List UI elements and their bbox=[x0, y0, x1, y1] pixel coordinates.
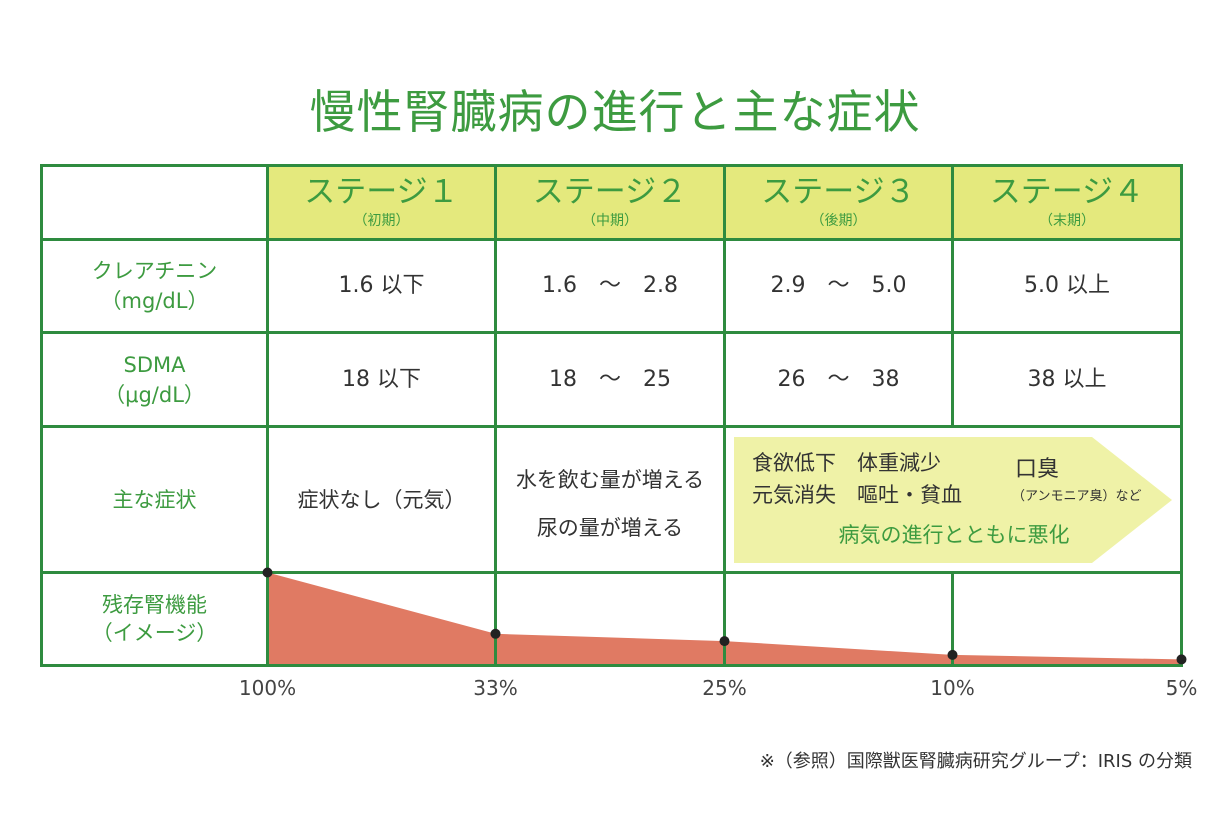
creatinine-stage-4: 5.0 以上 bbox=[954, 241, 1180, 331]
symptom-note: （アンモニア臭）など bbox=[1012, 489, 1142, 504]
creatinine-stage-1: 1.6 以下 bbox=[269, 241, 494, 331]
row-label-remaining-function: 残存腎機能 （イメージ） bbox=[43, 574, 266, 664]
cell-value: 1.6 以下 bbox=[338, 273, 425, 298]
cell-value: 38 以上 bbox=[1027, 366, 1107, 392]
header-corner-cell bbox=[43, 167, 266, 238]
cell-value: 1.6 ～ 2.8 bbox=[542, 273, 678, 298]
row-label-text: SDMA bbox=[123, 352, 186, 377]
row-label-symptoms: 主な症状 bbox=[43, 428, 266, 571]
creatinine-stage-3: 2.9 ～ 5.0 bbox=[726, 241, 951, 331]
sdma-stage-2: 18 ～ 25 bbox=[497, 334, 723, 425]
x-tick-label: 10% bbox=[930, 676, 975, 700]
cell-value: 26 ～ 38 bbox=[777, 366, 900, 392]
symptom-text: 症状なし（元気） bbox=[297, 487, 466, 512]
sdma-stage-4: 38 以上 bbox=[954, 334, 1180, 425]
footnote: ※（参照）国際獣医腎臓病研究グループ：IRIS の分類 bbox=[759, 751, 1192, 772]
row-label-unit: （μg/dL） bbox=[104, 382, 205, 407]
row-label-text: クレアチニン bbox=[91, 259, 218, 283]
stage-period: （中期） bbox=[582, 213, 638, 229]
creatinine-stage-2: 1.6 ～ 2.8 bbox=[497, 241, 723, 331]
symptoms-stage-1: 症状なし（元気） bbox=[269, 428, 494, 571]
stage-1-header: ステージ１ （初期） bbox=[269, 167, 494, 238]
symptom-text: 元気消失 嘔吐・貧血 bbox=[752, 483, 962, 507]
symptom-text: 食欲低下 体重減少 bbox=[752, 451, 941, 475]
cell-value: 18 ～ 25 bbox=[549, 366, 671, 392]
ckd-stage-table: ステージ１ （初期） ステージ２ （中期） ステージ３ （後期） ステージ４ （… bbox=[40, 164, 1183, 667]
row-label-creatinine: クレアチニン （mg/dL） bbox=[43, 241, 266, 331]
cell-value: 18 以下 bbox=[342, 366, 421, 392]
stage-name: ステージ３ bbox=[761, 174, 916, 210]
sdma-stage-1: 18 以下 bbox=[269, 334, 494, 425]
symptom-text: 尿の量が増える bbox=[536, 515, 684, 540]
symptom-text: 口臭 bbox=[1015, 457, 1060, 482]
cell-value: 2.9 ～ 5.0 bbox=[770, 273, 907, 298]
row-label-note: （イメージ） bbox=[91, 621, 218, 645]
cell-value: 5.0 以上 bbox=[1024, 273, 1110, 298]
stage-period: （後期） bbox=[810, 213, 867, 229]
x-tick-label: 100% bbox=[238, 676, 297, 700]
row-label-text: 残存腎機能 bbox=[102, 593, 207, 617]
stage-name: ステージ４ bbox=[989, 174, 1145, 210]
symptoms-stage-2: 水を飲む量が増える 尿の量が増える bbox=[497, 428, 723, 571]
stage-period: （初期） bbox=[353, 213, 410, 229]
row-label-text: 主な症状 bbox=[112, 487, 197, 512]
row-label-unit: （mg/dL） bbox=[100, 289, 209, 313]
progression-arrow bbox=[734, 437, 1172, 563]
page-title: 慢性腎臓病の進行と主な症状 bbox=[309, 85, 921, 139]
stage-3-header: ステージ３ （後期） bbox=[726, 167, 951, 238]
stage-period: （末期） bbox=[1039, 213, 1095, 229]
stage-4-header: ステージ４ （末期） bbox=[954, 167, 1180, 238]
x-tick-label: 5% bbox=[1165, 676, 1198, 700]
sdma-stage-3: 26 ～ 38 bbox=[726, 334, 951, 425]
progression-label: 病気の進行とともに悪化 bbox=[838, 523, 1070, 547]
arrow-shape bbox=[734, 437, 1172, 563]
stage-2-header: ステージ２ （中期） bbox=[497, 167, 723, 238]
x-tick-label: 25% bbox=[702, 676, 747, 700]
x-tick-label: 33% bbox=[473, 676, 518, 700]
symptom-text: 水を飲む量が増える bbox=[515, 467, 705, 492]
symptoms-stage-3-4: 食欲低下 体重減少 元気消失 嘔吐・貧血 口臭 （アンモニア臭）など 病気の進行… bbox=[726, 428, 1180, 571]
stage-name: ステージ２ bbox=[532, 174, 688, 210]
stage-name: ステージ１ bbox=[304, 174, 459, 210]
row-label-sdma: SDMA （μg/dL） bbox=[43, 334, 266, 425]
remaining-function-cell bbox=[269, 574, 1180, 664]
